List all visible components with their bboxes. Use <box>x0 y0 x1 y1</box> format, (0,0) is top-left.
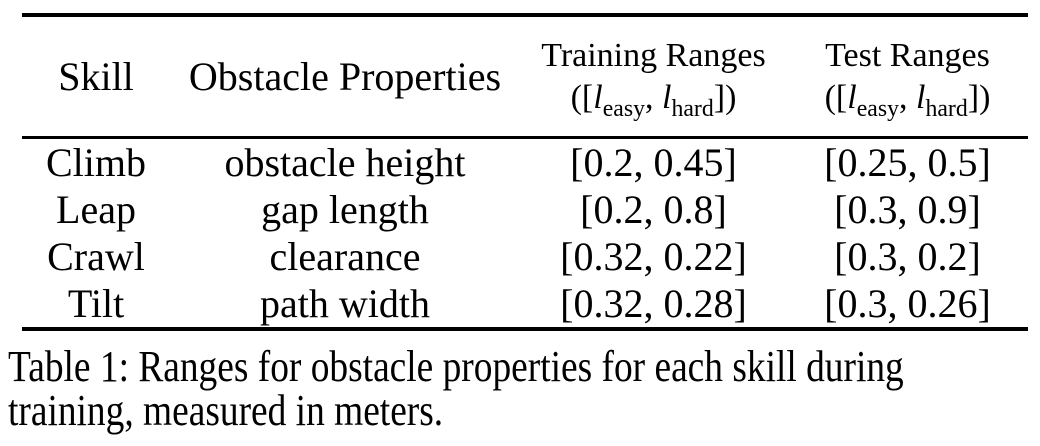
formula-close-bracket: ]) <box>713 78 737 116</box>
header-row: Skill Obstacle Properties Training Range… <box>22 15 1028 139</box>
formula-close-bracket: ]) <box>967 78 991 116</box>
cell-obstacle-property: clearance <box>269 233 421 279</box>
formula-subscript-easy: easy <box>602 95 645 122</box>
formula-subscript-easy: easy <box>856 95 899 122</box>
cell-training-range: [0.2, 0.8] <box>580 186 727 232</box>
cell-test-range: [0.25, 0.5] <box>824 139 991 185</box>
training-ranges-formula: ([leasy, lhard]) <box>520 77 787 122</box>
cell-skill: Crawl <box>47 233 145 279</box>
formula-subscript-hard: hard <box>671 95 714 122</box>
cell-skill: Tilt <box>67 280 125 326</box>
column-header-obstacle-properties: Obstacle Properties <box>170 15 520 139</box>
cell-skill: Climb <box>45 139 147 185</box>
column-header-training-ranges: Training Ranges ([leasy, lhard]) <box>520 15 787 139</box>
cell-test-range: [0.3, 0.2] <box>834 233 981 279</box>
formula-open-bracket: ([ <box>824 78 848 116</box>
formula-var-l-hard: l <box>662 78 672 116</box>
column-header-skill-label: Skill <box>58 53 134 99</box>
table-caption-line-1: Table 1: Ranges for obstacle properties … <box>8 342 904 391</box>
formula-subscript-hard: hard <box>925 95 968 122</box>
cell-training-range: [0.2, 0.45] <box>570 139 737 185</box>
column-header-skill: Skill <box>22 15 170 139</box>
formula-comma: , <box>645 78 654 116</box>
table-caption-line-2: training, measured in meters. <box>8 386 444 435</box>
cell-test-range: [0.3, 0.26] <box>824 280 991 326</box>
table-row: Tilt path width [0.32, 0.28] [0.3, 0.26] <box>22 280 1028 329</box>
column-header-test-ranges: Test Ranges ([leasy, lhard]) <box>787 15 1028 139</box>
cell-skill: Leap <box>56 186 136 232</box>
formula-open-bracket: ([ <box>570 78 594 116</box>
column-header-obstacle-properties-label: Obstacle Properties <box>188 53 502 99</box>
cell-obstacle-property: obstacle height <box>224 139 466 185</box>
column-header-test-ranges-label: Test Ranges <box>825 36 990 74</box>
cell-obstacle-property: gap length <box>261 186 429 232</box>
column-header-training-ranges-label: Training Ranges <box>541 36 766 74</box>
table-caption: Table 1: Ranges for obstacle properties … <box>8 345 1038 433</box>
cell-obstacle-property: path width <box>260 280 430 326</box>
table-row: Climb obstacle height [0.2, 0.45] [0.25,… <box>22 138 1028 187</box>
cell-test-range: [0.3, 0.9] <box>834 186 981 232</box>
table-row: Crawl clearance [0.32, 0.22] [0.3, 0.2] <box>22 233 1028 280</box>
obstacle-ranges-table: Skill Obstacle Properties Training Range… <box>22 13 1028 331</box>
formula-var-l-easy: l <box>847 78 857 116</box>
formula-var-l-easy: l <box>593 78 603 116</box>
table-row: Leap gap length [0.2, 0.8] [0.3, 0.9] <box>22 186 1028 233</box>
formula-comma: , <box>899 78 908 116</box>
formula-var-l-hard: l <box>916 78 926 116</box>
test-ranges-formula: ([leasy, lhard]) <box>787 77 1028 122</box>
cell-training-range: [0.32, 0.28] <box>560 280 747 326</box>
cell-training-range: [0.32, 0.22] <box>560 233 747 279</box>
